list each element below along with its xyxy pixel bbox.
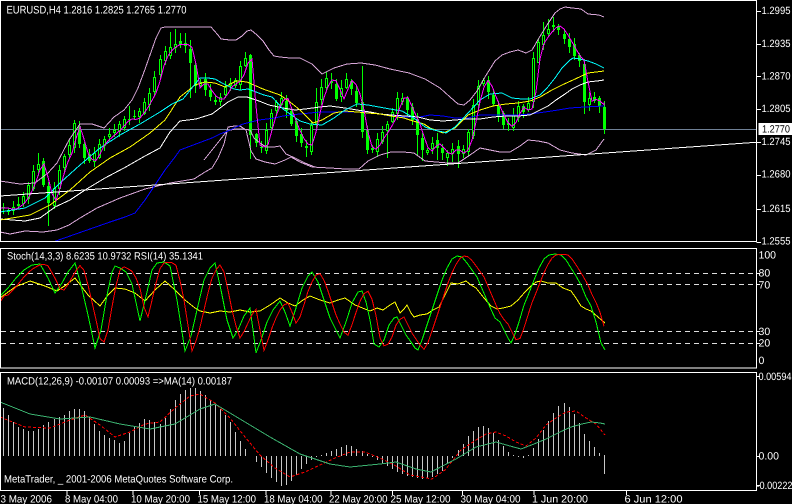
svg-text:1.2615: 1.2615 xyxy=(762,203,791,215)
svg-text:1 Jun 20:00: 1 Jun 20:00 xyxy=(532,494,588,504)
svg-text:22 May 20:00: 22 May 20:00 xyxy=(329,494,388,504)
svg-text:MACD(12,26,9) -0.00107 0.00093: MACD(12,26,9) -0.00107 0.00093 =>MA(14) … xyxy=(7,376,232,388)
svg-text:1.2870: 1.2870 xyxy=(762,71,791,83)
svg-text:Stoch(14,3,3) 8.6235 10.9732: Stoch(14,3,3) 8.6235 10.9732 RSI(14) 35.… xyxy=(7,251,203,263)
svg-text:0: 0 xyxy=(759,355,765,367)
svg-text:1.2805: 1.2805 xyxy=(762,103,791,115)
svg-text:25 May 12:00: 25 May 12:00 xyxy=(391,494,451,504)
svg-text:15 May 12:00: 15 May 12:00 xyxy=(198,494,257,504)
svg-text:18 May 04:00: 18 May 04:00 xyxy=(264,494,323,504)
svg-text:-0.00222: -0.00222 xyxy=(757,480,792,492)
svg-text:8 May 04:00: 8 May 04:00 xyxy=(65,494,118,504)
svg-text:EURUSD,H4 1.2816 1.2825 1.276: EURUSD,H4 1.2816 1.2825 1.2765 1.2770 xyxy=(7,5,187,17)
svg-text:80: 80 xyxy=(759,268,771,280)
svg-text:70: 70 xyxy=(759,279,771,291)
svg-text:MetaTrader, _ 2001-2006 MetaQu: MetaTrader, _ 2001-2006 MetaQuotes Softw… xyxy=(4,474,233,486)
svg-text:6 Jun 12:00: 6 Jun 12:00 xyxy=(625,494,683,504)
svg-text:100: 100 xyxy=(759,250,777,262)
svg-text:1.2935: 1.2935 xyxy=(762,38,791,50)
svg-text:30 May 04:00: 30 May 04:00 xyxy=(461,494,521,504)
svg-text:1.2555: 1.2555 xyxy=(762,236,791,248)
svg-text:0.00: 0.00 xyxy=(759,451,780,463)
svg-text:3 May 2006: 3 May 2006 xyxy=(1,494,53,504)
svg-text:1.2680: 1.2680 xyxy=(762,169,791,181)
svg-text:20: 20 xyxy=(759,338,771,350)
svg-text:1.2995: 1.2995 xyxy=(762,5,791,17)
svg-text:1.2770: 1.2770 xyxy=(762,124,790,136)
svg-text:10 May 20:00: 10 May 20:00 xyxy=(131,494,190,504)
svg-text:0.00594: 0.00594 xyxy=(759,371,792,383)
svg-text:1.2745: 1.2745 xyxy=(762,136,791,148)
svg-text:30: 30 xyxy=(759,326,771,338)
